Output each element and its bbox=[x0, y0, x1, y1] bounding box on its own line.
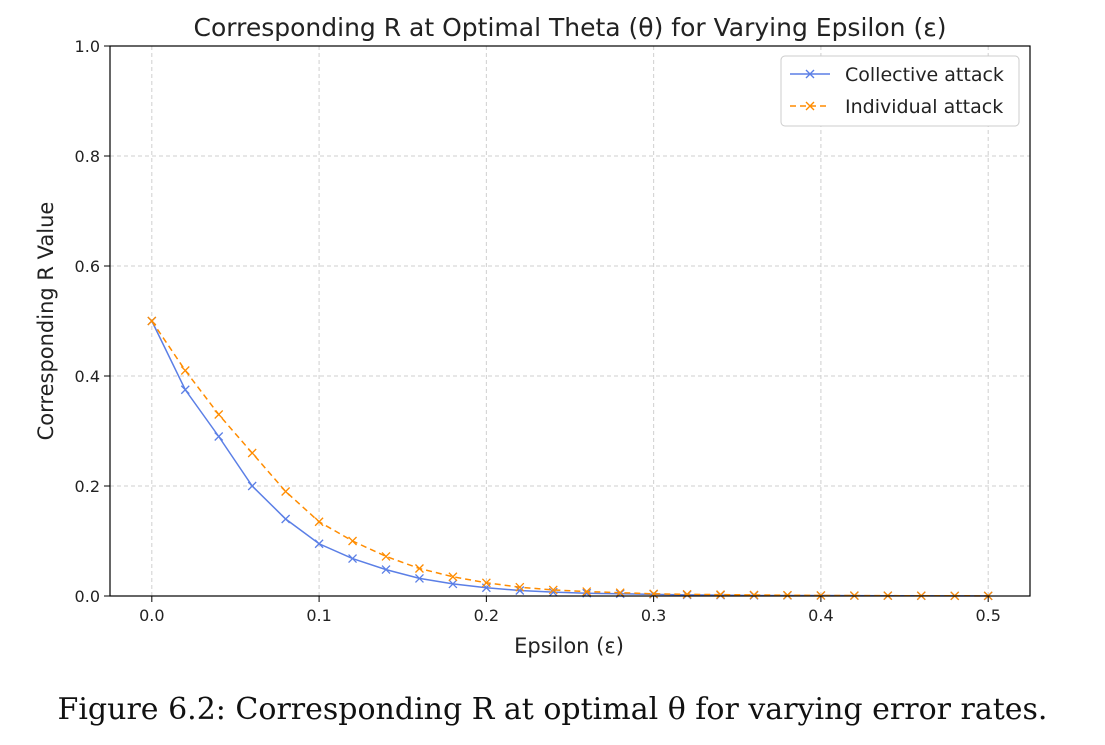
data-point bbox=[247, 481, 257, 491]
data-point bbox=[716, 590, 726, 600]
x-tick-label: 0.1 bbox=[306, 606, 331, 625]
data-point bbox=[381, 565, 391, 575]
data-point bbox=[615, 588, 625, 598]
series-collective bbox=[147, 316, 993, 601]
x-tick-label: 0.4 bbox=[808, 606, 833, 625]
y-axis-label: Corresponding R Value bbox=[34, 202, 58, 441]
data-point bbox=[481, 578, 491, 588]
data-point bbox=[247, 448, 257, 458]
y-tick-label: 0.8 bbox=[75, 147, 100, 166]
legend-box bbox=[780, 55, 1020, 127]
y-tick-label: 0.2 bbox=[75, 477, 100, 496]
y-tick-label: 0.0 bbox=[75, 587, 100, 606]
chart-title: Corresponding R at Optimal Theta (θ) for… bbox=[194, 13, 947, 42]
x-axis-label: Epsilon (ε) bbox=[514, 634, 624, 658]
data-point bbox=[782, 590, 792, 600]
series-layer bbox=[147, 316, 993, 601]
figure-caption: Figure 6.2: Corresponding R at optimal θ… bbox=[57, 692, 1048, 727]
legend-entry-individual: Individual attack bbox=[845, 96, 1003, 118]
x-tick-label: 0.0 bbox=[139, 606, 164, 625]
data-point bbox=[448, 572, 458, 582]
data-point bbox=[214, 432, 224, 441]
x-axis-ticks: 0.0 0.1 0.2 0.3 0.4 0.5 bbox=[139, 596, 1001, 625]
data-point bbox=[682, 589, 692, 599]
x-tick-label: 0.5 bbox=[975, 606, 1000, 625]
line-chart: Corresponding R at Optimal Theta (θ) for… bbox=[34, 13, 1031, 658]
x-tick-label: 0.2 bbox=[474, 606, 499, 625]
data-point bbox=[749, 590, 759, 600]
data-point bbox=[582, 587, 592, 597]
data-point bbox=[180, 385, 190, 395]
data-point bbox=[314, 517, 324, 527]
data-point bbox=[180, 366, 190, 375]
data-point bbox=[414, 564, 424, 573]
legend-marker-individual bbox=[805, 101, 815, 111]
data-point bbox=[515, 582, 525, 592]
data-point bbox=[281, 514, 291, 524]
series-line bbox=[151, 320, 989, 597]
data-point bbox=[348, 536, 358, 546]
data-point bbox=[548, 585, 558, 595]
x-tick-label: 0.3 bbox=[641, 606, 666, 625]
y-tick-label: 0.6 bbox=[75, 257, 100, 276]
data-point bbox=[281, 487, 291, 496]
grid-lines bbox=[110, 45, 1030, 597]
y-tick-label: 1.0 bbox=[75, 37, 100, 56]
series-line bbox=[151, 320, 989, 597]
data-point bbox=[147, 316, 157, 326]
legend-entry-collective: Collective attack bbox=[845, 64, 1004, 86]
data-point bbox=[314, 539, 324, 549]
plot-frame bbox=[109, 45, 1031, 597]
legend-marker-collective bbox=[805, 69, 815, 79]
data-point bbox=[515, 586, 525, 595]
y-tick-label: 0.4 bbox=[75, 367, 100, 386]
data-point bbox=[348, 554, 358, 564]
data-point bbox=[214, 410, 224, 419]
data-point bbox=[448, 579, 458, 589]
y-axis-ticks: 0.0 0.2 0.4 0.6 0.8 1.0 bbox=[75, 37, 110, 606]
data-point bbox=[414, 573, 424, 583]
legend: Collective attack Individual attack bbox=[780, 55, 1020, 127]
series-individual bbox=[147, 316, 993, 601]
data-point bbox=[381, 551, 391, 561]
